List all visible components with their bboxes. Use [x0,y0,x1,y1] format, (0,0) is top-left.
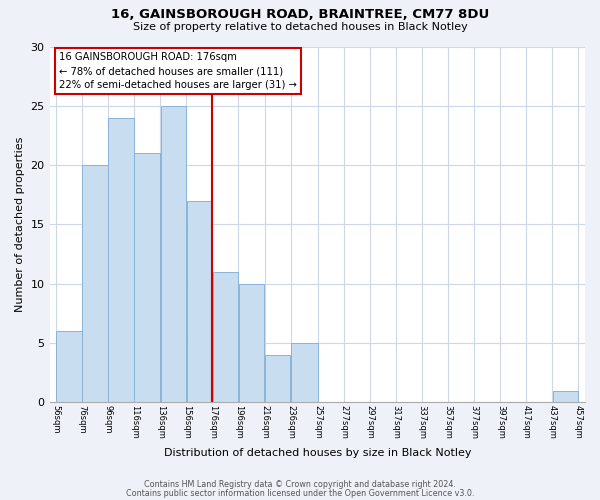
Bar [239,284,264,403]
Y-axis label: Number of detached properties: Number of detached properties [15,137,25,312]
Bar [265,355,290,403]
Bar [161,106,186,403]
X-axis label: Distribution of detached houses by size in Black Notley: Distribution of detached houses by size … [164,448,471,458]
Text: 16, GAINSBOROUGH ROAD, BRAINTREE, CM77 8DU: 16, GAINSBOROUGH ROAD, BRAINTREE, CM77 8… [111,8,489,20]
Bar [109,118,134,403]
Bar [553,390,578,402]
Bar [56,331,82,402]
Text: Size of property relative to detached houses in Black Notley: Size of property relative to detached ho… [133,22,467,32]
Bar [291,343,317,402]
Text: 16 GAINSBOROUGH ROAD: 176sqm
← 78% of detached houses are smaller (111)
22% of s: 16 GAINSBOROUGH ROAD: 176sqm ← 78% of de… [59,52,296,90]
Text: Contains HM Land Registry data © Crown copyright and database right 2024.: Contains HM Land Registry data © Crown c… [144,480,456,489]
Bar [82,165,108,402]
Bar [212,272,238,402]
Bar [134,154,160,402]
Bar [187,200,212,402]
Text: Contains public sector information licensed under the Open Government Licence v3: Contains public sector information licen… [126,488,474,498]
